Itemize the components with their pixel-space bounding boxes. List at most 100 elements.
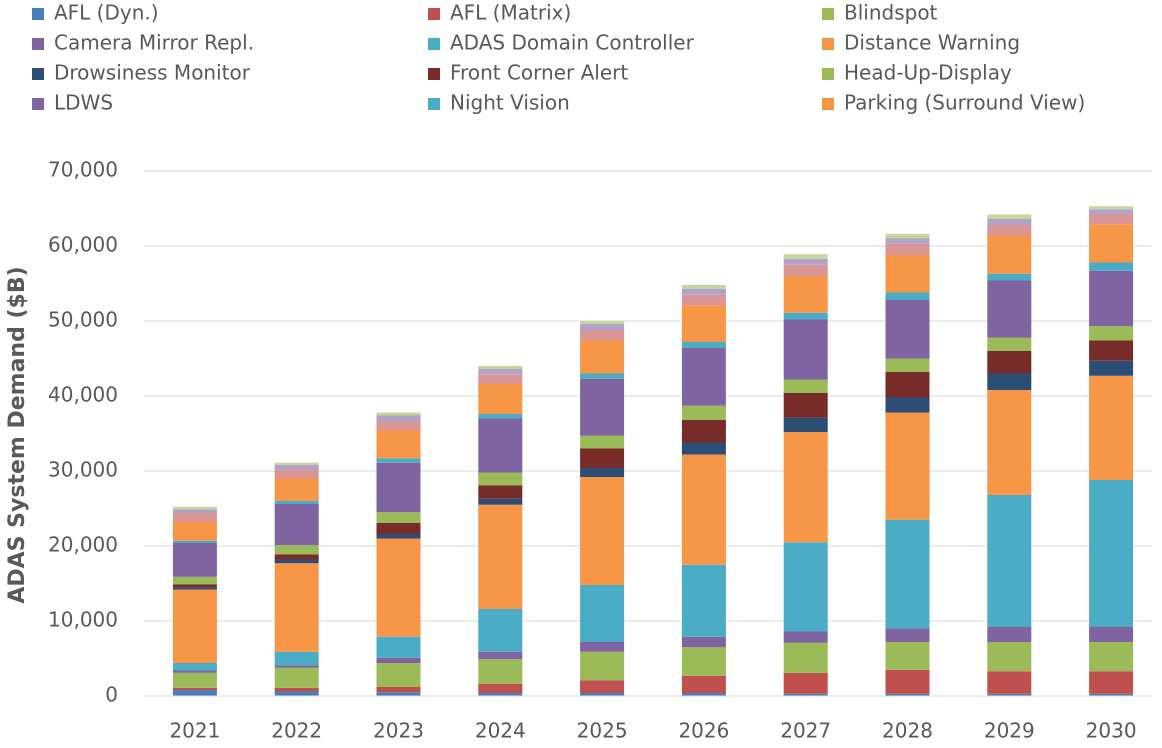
bar-segment [580, 378, 625, 436]
bar-segment [885, 372, 930, 398]
legend-label: Front Corner Alert [450, 61, 628, 85]
bar-segment [681, 442, 726, 455]
bar-segment [885, 412, 930, 520]
bar-segment [172, 522, 217, 541]
legend-label: Head-Up-Display [844, 61, 1012, 85]
bar-segment [274, 687, 319, 692]
bar-segment [681, 294, 726, 306]
bar-segment [172, 513, 217, 522]
legend-label: AFL (Matrix) [450, 1, 571, 25]
bar-segment [172, 543, 217, 577]
bar-segment [376, 692, 421, 696]
bar-segment [987, 351, 1032, 374]
bar-segment [681, 342, 726, 348]
bar-segment [987, 627, 1032, 642]
bar-segment [172, 507, 217, 510]
x-tick-label: 2029 [984, 719, 1035, 743]
bar-segment [681, 636, 726, 648]
bar-segment [885, 397, 930, 413]
bar-segment [172, 687, 217, 690]
bar-segment [783, 264, 828, 276]
bar-segment [376, 663, 421, 687]
bar-segment [274, 469, 319, 479]
bar-segment [478, 366, 523, 369]
bar-segment [885, 292, 930, 300]
bar-segment [580, 468, 625, 477]
bar-segment [1089, 270, 1134, 327]
bar-segment [478, 414, 523, 419]
bar-segment [478, 684, 523, 693]
bar-segment [376, 534, 421, 539]
bar-segment [783, 693, 828, 696]
bar-segment [478, 374, 523, 384]
x-tick-label: 2025 [577, 719, 628, 743]
bar-segment [580, 324, 625, 330]
bar-segment [783, 542, 828, 632]
legend-swatch [822, 68, 834, 80]
legend-label: LDWS [54, 91, 113, 115]
y-tick-label: 40,000 [48, 383, 118, 407]
bar-segment [172, 670, 217, 673]
bar-segment [783, 642, 828, 673]
bar-segment [580, 435, 625, 449]
bar-segment [1089, 326, 1134, 341]
bar-segment [987, 214, 1032, 219]
legend-label: Parking (Surround View) [844, 91, 1085, 115]
bar-segment [885, 642, 930, 670]
bar-segment [274, 554, 319, 560]
bar-segment [376, 415, 421, 422]
bar-segment [681, 693, 726, 696]
legend-swatch [822, 8, 834, 20]
bar-segment [1089, 209, 1134, 215]
bar-segment [681, 647, 726, 676]
bar-segment [1089, 693, 1134, 696]
bar-segment [274, 665, 319, 668]
y-tick-label: 30,000 [48, 458, 118, 482]
bar-segment [172, 663, 217, 671]
bar-segment [274, 478, 319, 501]
bar-segment [987, 693, 1032, 696]
bar-segment [376, 462, 421, 513]
bar-segment [172, 584, 217, 588]
bar-segment [681, 305, 726, 342]
bar-segment [885, 234, 930, 239]
x-tick-label: 2027 [780, 719, 831, 743]
bar-segment [274, 691, 319, 696]
bar-segment [885, 255, 930, 293]
bar-segment [885, 519, 930, 629]
legend-swatch [428, 8, 440, 20]
bar-segment [274, 462, 319, 465]
bar-segment [681, 288, 726, 295]
legend-label: Blindspot [844, 1, 938, 25]
legend-swatch [32, 38, 44, 50]
legend-label: Distance Warning [844, 31, 1020, 55]
bar-segment [478, 485, 523, 499]
bar-segment [885, 243, 930, 255]
legend-swatch [822, 38, 834, 50]
bar-segment [580, 330, 625, 341]
bar-segment [1089, 627, 1134, 642]
bar-segment [1089, 480, 1134, 627]
legend-swatch [428, 98, 440, 110]
legend-label: Camera Mirror Repl. [54, 31, 254, 55]
bar-segment [783, 254, 828, 259]
x-tick-label: 2028 [882, 719, 933, 743]
bar-segment [987, 390, 1032, 495]
y-axis-title: ADAS System Demand ($B) [5, 266, 30, 603]
bar-segment [1089, 671, 1134, 694]
bar-segment [478, 659, 523, 684]
bar-segment [885, 358, 930, 372]
bar-segment [274, 563, 319, 652]
y-tick-label: 70,000 [48, 158, 118, 182]
bar-segment [478, 498, 523, 505]
bar-segment [681, 348, 726, 406]
bar-segment [1089, 214, 1134, 225]
bar-segment [478, 609, 523, 652]
bar-segment [376, 687, 421, 693]
bar-segment [580, 373, 625, 379]
bar-segment [274, 545, 319, 555]
bar-segment [172, 576, 217, 585]
bar-segment [274, 667, 319, 688]
bar-segment [1089, 360, 1134, 376]
